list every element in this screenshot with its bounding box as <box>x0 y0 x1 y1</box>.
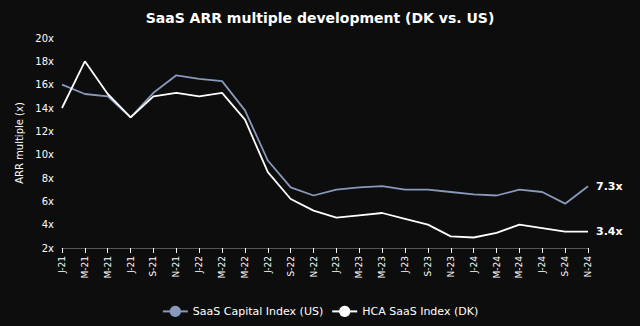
svg-text:J-24: J-24 <box>537 256 547 274</box>
svg-text:M-21: M-21 <box>80 256 90 278</box>
svg-text:ARR multiple (x): ARR multiple (x) <box>14 102 25 184</box>
svg-text:10x: 10x <box>35 149 54 160</box>
svg-text:J-24: J-24 <box>469 256 479 274</box>
svg-text:J-23: J-23 <box>331 256 341 274</box>
svg-text:M-23: M-23 <box>377 256 387 278</box>
svg-text:6x: 6x <box>42 196 54 207</box>
svg-text:2x: 2x <box>42 243 54 254</box>
svg-text:HCA SaaS Index (DK): HCA SaaS Index (DK) <box>362 305 478 318</box>
svg-text:S-23: S-23 <box>423 256 433 276</box>
svg-text:J-22: J-22 <box>263 256 273 274</box>
svg-text:J-21: J-21 <box>57 256 67 274</box>
svg-text:M-21: M-21 <box>103 256 113 278</box>
svg-text:7.3x: 7.3x <box>596 180 623 193</box>
svg-text:M-23: M-23 <box>354 256 364 278</box>
svg-text:20x: 20x <box>35 33 54 44</box>
svg-text:18x: 18x <box>35 56 54 67</box>
svg-text:N-24: N-24 <box>583 256 593 278</box>
svg-text:J-22: J-22 <box>194 256 204 274</box>
svg-text:M-22: M-22 <box>240 256 250 278</box>
svg-text:J-21: J-21 <box>126 256 136 274</box>
svg-text:16x: 16x <box>35 79 54 90</box>
svg-text:N-23: N-23 <box>446 256 456 277</box>
svg-text:8x: 8x <box>42 173 54 184</box>
svg-text:SaaS ARR multiple development: SaaS ARR multiple development (DK vs. US… <box>146 10 495 26</box>
svg-text:N-22: N-22 <box>309 256 319 277</box>
svg-text:M-24: M-24 <box>492 256 502 279</box>
svg-text:J-23: J-23 <box>400 256 410 274</box>
svg-text:SaaS Capital Index (US): SaaS Capital Index (US) <box>193 305 323 318</box>
svg-text:4x: 4x <box>42 219 54 230</box>
svg-text:S-24: S-24 <box>560 256 570 277</box>
svg-text:N-21: N-21 <box>171 256 181 277</box>
svg-text:14x: 14x <box>35 103 54 114</box>
svg-text:3.4x: 3.4x <box>596 225 623 238</box>
svg-text:12x: 12x <box>35 126 54 137</box>
svg-text:S-22: S-22 <box>286 256 296 276</box>
svg-text:M-24: M-24 <box>514 256 524 279</box>
svg-text:S-21: S-21 <box>148 256 158 276</box>
svg-text:M-22: M-22 <box>217 256 227 278</box>
